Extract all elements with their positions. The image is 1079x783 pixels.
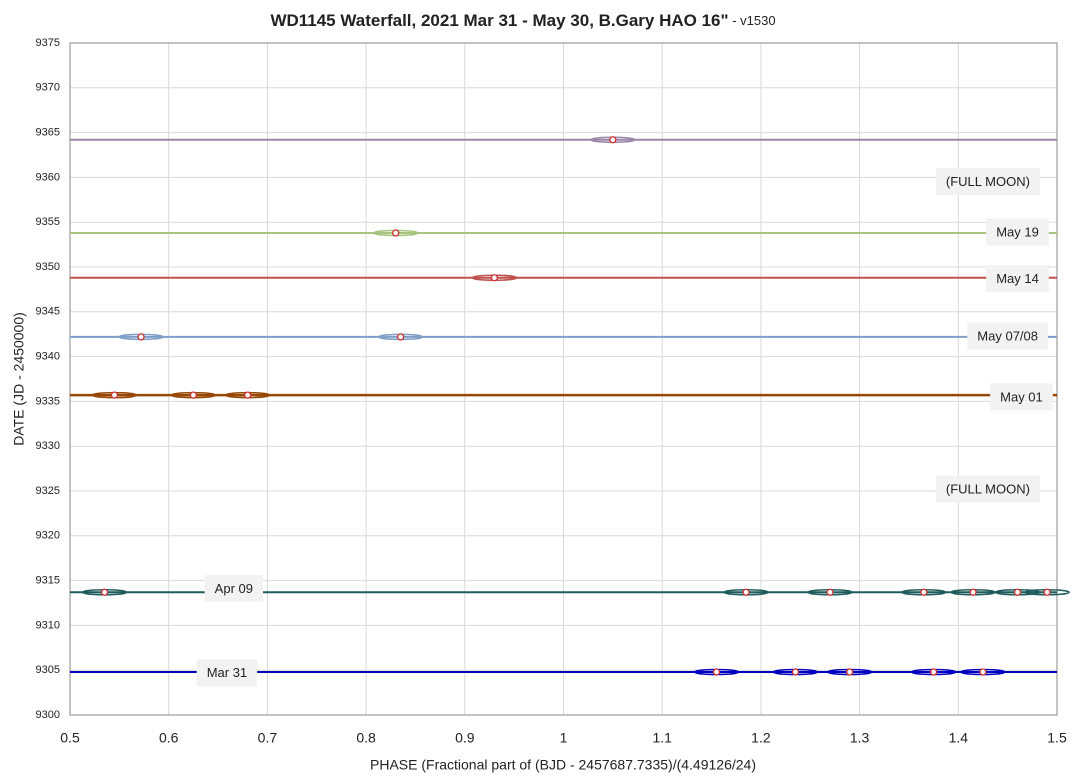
y-tick-label: 9305: [36, 664, 60, 676]
dip-marker: [969, 588, 977, 596]
x-tick-label: 0.6: [159, 730, 179, 746]
title-suffix: - v1530: [729, 13, 776, 28]
x-tick-label: 1.4: [949, 730, 969, 746]
annotation: May 07/08: [967, 322, 1049, 350]
annotation-box: [935, 475, 1040, 503]
annotation-box: [986, 218, 1049, 246]
annotation-box: [204, 574, 263, 602]
chart-title: WD1145 Waterfall, 2021 Mar 31 - May 30, …: [270, 11, 775, 30]
dip-marker: [929, 668, 938, 676]
x-tick-label: 0.9: [455, 730, 475, 746]
x-tick-label: 1.5: [1047, 730, 1067, 746]
x-tick-label: 0.5: [60, 730, 80, 746]
dip-marker: [392, 229, 400, 237]
y-tick-label: 9335: [36, 395, 60, 407]
dip-marker: [244, 391, 252, 399]
annotation-text: May 07/08: [977, 328, 1038, 343]
y-tick-label: 9325: [36, 485, 60, 497]
title-main: WD1145 Waterfall, 2021 Mar 31 - May 30, …: [270, 11, 728, 30]
annotation-box: [986, 264, 1049, 292]
dip-marker: [742, 588, 750, 596]
annotation-text: May 01: [1000, 389, 1043, 404]
x-axis-label: PHASE (Fractional part of (BJD - 2457687…: [370, 757, 756, 773]
x-tick-label: 1: [560, 730, 568, 746]
annotation: Mar 31: [196, 659, 258, 687]
dip-marker: [609, 136, 617, 144]
annotation: May 14: [986, 264, 1049, 292]
dip-marker: [979, 668, 987, 676]
x-tick-label: 0.8: [356, 730, 376, 746]
dip-marker: [396, 333, 405, 341]
annotation-text: (FULL MOON): [946, 174, 1030, 189]
annotation: (FULL MOON): [935, 168, 1040, 196]
annotation: May 19: [986, 218, 1049, 246]
plot-frame: [69, 42, 1058, 716]
y-tick-label: 9320: [36, 530, 60, 542]
x-tick-label: 0.7: [258, 730, 278, 746]
dip-marker: [712, 668, 721, 676]
y-tick-label: 9355: [36, 216, 60, 228]
x-tick-label: 1.1: [652, 730, 672, 746]
dip-marker: [826, 588, 834, 596]
dip-marker: [100, 588, 109, 596]
annotation-text: May 14: [996, 271, 1039, 286]
dip-marker: [1013, 588, 1022, 596]
annotation-box: [935, 168, 1040, 196]
dip-marker: [110, 391, 119, 399]
annotation: (FULL MOON): [935, 475, 1040, 503]
annotation-text: Mar 31: [207, 665, 247, 680]
dip-marker: [846, 668, 854, 676]
y-tick-label: 9375: [36, 37, 60, 49]
dip-marker: [1043, 588, 1051, 596]
annotation: May 01: [990, 383, 1053, 411]
annotation-text: May 19: [996, 224, 1039, 239]
annotation-box: [967, 322, 1049, 350]
y-tick-label: 9315: [36, 575, 60, 587]
x-tick-label: 1.2: [751, 730, 771, 746]
annotation: Apr 09: [204, 574, 263, 602]
y-tick-label: 9365: [36, 127, 60, 139]
y-tick-label: 9300: [36, 709, 60, 721]
dip-marker: [791, 668, 800, 676]
dip-marker: [490, 274, 499, 282]
annotation-text: Apr 09: [215, 581, 253, 596]
y-axis-label: DATE (JD - 2450000): [11, 312, 27, 446]
annotation-box: [990, 383, 1053, 411]
y-tick-label: 9345: [36, 306, 60, 318]
x-tick-label: 1.3: [850, 730, 870, 746]
dip-marker: [189, 391, 198, 399]
dip-marker: [137, 333, 145, 341]
y-tick-label: 9340: [36, 351, 60, 363]
y-tick-label: 9350: [36, 261, 60, 273]
y-tick-label: 9360: [36, 171, 60, 183]
annotation-box: [196, 659, 258, 687]
y-tick-label: 9370: [36, 82, 60, 94]
y-tick-label: 9330: [36, 440, 60, 452]
annotation-text: (FULL MOON): [946, 482, 1030, 497]
dip-marker: [920, 588, 928, 596]
y-tick-label: 9310: [36, 619, 60, 631]
